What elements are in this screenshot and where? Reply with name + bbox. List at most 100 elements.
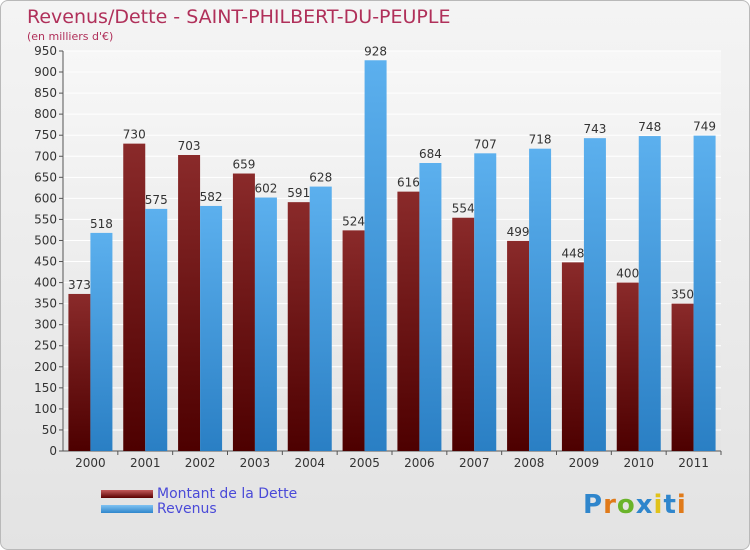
y-tick-label: 250 xyxy=(34,339,57,353)
logo-letter: r xyxy=(603,490,617,520)
y-tick-label: 900 xyxy=(34,65,57,79)
data-label-dette: 730 xyxy=(123,128,146,142)
bar-revenus xyxy=(693,135,716,451)
bar-dette xyxy=(507,240,530,451)
y-tick-label: 850 xyxy=(34,86,57,100)
logo-letter: i xyxy=(653,490,664,520)
x-tick-label: 2011 xyxy=(678,456,709,470)
bar-dette xyxy=(397,191,420,451)
y-tick-label: 550 xyxy=(34,212,57,226)
x-tick-label: 2002 xyxy=(185,456,216,470)
legend-item-dette: Montant de la Dette xyxy=(101,485,298,502)
legend-swatch-revenus xyxy=(101,504,153,513)
data-label-revenus: 628 xyxy=(309,171,332,185)
logo-letter: t xyxy=(663,490,677,520)
x-tick-label: 2003 xyxy=(240,456,271,470)
data-label-dette: 524 xyxy=(342,214,365,228)
y-tick-label: 50 xyxy=(42,423,57,437)
bar-revenus xyxy=(474,153,497,451)
data-label-dette: 373 xyxy=(68,278,91,292)
x-tick-label: 2001 xyxy=(130,456,161,470)
logo-letter: i xyxy=(676,490,687,520)
x-tick-label: 2010 xyxy=(623,456,654,470)
y-tick-label: 100 xyxy=(34,402,57,416)
y-tick-label: 400 xyxy=(34,276,57,290)
plot-area xyxy=(63,51,721,451)
proxiti-logo: Proxiti xyxy=(583,490,687,520)
bar-revenus xyxy=(145,208,168,451)
data-label-revenus: 718 xyxy=(529,133,552,147)
x-tick-label: 2008 xyxy=(514,456,545,470)
data-label-revenus: 748 xyxy=(638,120,661,134)
y-tick-label: 700 xyxy=(34,149,57,163)
data-label-revenus: 928 xyxy=(364,44,387,58)
legend-label-dette: Montant de la Dette xyxy=(157,485,298,502)
bar-dette xyxy=(232,173,255,452)
bar-dette xyxy=(287,202,310,451)
x-tick-label: 2004 xyxy=(294,456,325,470)
data-label-dette: 499 xyxy=(507,225,530,239)
legend-item-revenus: Revenus xyxy=(101,500,297,517)
bar-revenus xyxy=(529,148,552,451)
data-label-dette: 448 xyxy=(561,246,584,260)
data-label-revenus: 575 xyxy=(145,193,168,207)
legend-label-revenus: Revenus xyxy=(157,500,217,517)
y-tick-label: 950 xyxy=(34,44,57,58)
chart-title: Revenus/Dette - SAINT-PHILBERT-DU-PEUPLE xyxy=(27,6,451,28)
bar-dette xyxy=(452,217,475,451)
chart-subtitle: (en milliers d'€) xyxy=(27,30,114,43)
y-tick-label: 0 xyxy=(49,444,57,458)
bar-revenus xyxy=(364,60,387,452)
bar-chart: 0 50 100 150 200 250 300 350 400 450 500 550 600 650 7… xyxy=(34,44,722,470)
bar-dette xyxy=(561,262,584,451)
bar-revenus xyxy=(583,138,606,451)
data-label-revenus: 602 xyxy=(254,182,277,196)
bar-revenus xyxy=(638,136,661,452)
data-label-revenus: 518 xyxy=(90,217,113,231)
y-tick-label: 750 xyxy=(34,128,57,142)
x-tick-label: 2006 xyxy=(404,456,435,470)
logo-letter: o xyxy=(616,490,636,520)
data-label-revenus: 684 xyxy=(419,147,442,161)
y-tick-label: 450 xyxy=(34,255,57,269)
data-label-revenus: 749 xyxy=(693,120,716,134)
y-tick-label: 150 xyxy=(34,381,57,395)
legend: Montant de la Dette Revenus xyxy=(101,485,298,517)
logo-letter: x xyxy=(635,490,654,520)
bar-revenus xyxy=(419,163,442,451)
bar-revenus xyxy=(309,186,332,451)
data-label-dette: 703 xyxy=(178,139,201,153)
bar-revenus xyxy=(200,205,223,451)
bar-dette xyxy=(671,303,694,451)
data-label-dette: 554 xyxy=(452,202,475,216)
bar-dette xyxy=(616,282,639,451)
data-label-dette: 350 xyxy=(671,288,694,302)
data-label-dette: 591 xyxy=(287,186,310,200)
bar-dette xyxy=(68,293,91,451)
data-label-revenus: 743 xyxy=(583,122,606,136)
x-tick-label: 2005 xyxy=(349,456,380,470)
y-tick-label: 650 xyxy=(34,170,57,184)
bar-dette xyxy=(178,155,201,451)
y-tick-label: 500 xyxy=(34,233,57,247)
logo-letter: P xyxy=(583,490,604,520)
y-tick-label: 800 xyxy=(34,107,57,121)
bar-revenus xyxy=(254,197,277,451)
y-tick-label: 350 xyxy=(34,297,57,311)
x-tick-label: 2009 xyxy=(569,456,600,470)
data-label-dette: 616 xyxy=(397,176,420,190)
bar-revenus xyxy=(90,232,113,451)
y-tick-label: 200 xyxy=(34,360,57,374)
data-label-revenus: 707 xyxy=(474,137,497,151)
data-label-dette: 400 xyxy=(616,267,639,281)
y-tick-label: 300 xyxy=(34,318,57,332)
y-tick-label: 600 xyxy=(34,191,57,205)
legend-swatch-dette xyxy=(101,489,153,498)
x-tick-label: 2007 xyxy=(459,456,490,470)
x-tick-label: 2000 xyxy=(75,456,106,470)
data-label-dette: 659 xyxy=(232,158,255,172)
bar-dette xyxy=(123,143,146,451)
data-label-revenus: 582 xyxy=(200,190,223,204)
bar-dette xyxy=(342,230,365,451)
